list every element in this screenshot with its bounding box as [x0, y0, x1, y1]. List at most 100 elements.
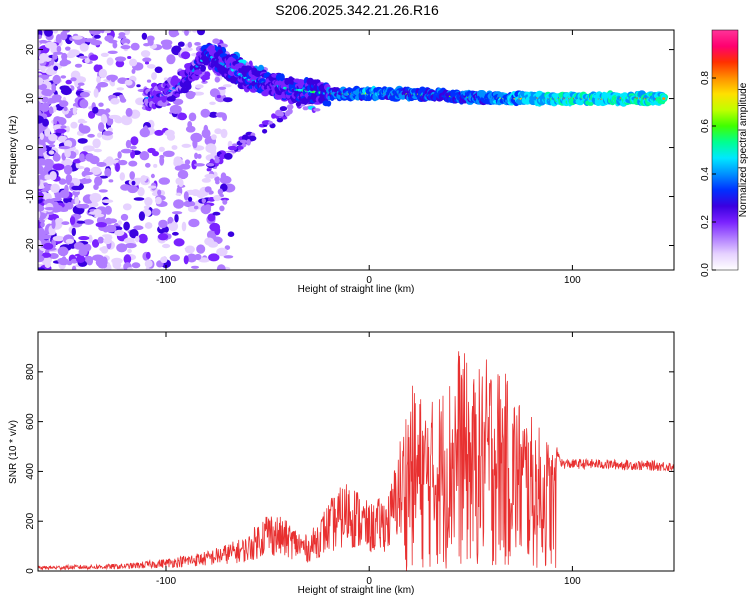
heatmap-cell	[104, 30, 112, 34]
heatmap-cell	[120, 45, 131, 50]
heatmap-cell	[129, 58, 138, 67]
x-tick-label: 0	[366, 576, 372, 587]
heatmap-cell	[295, 101, 301, 107]
heatmap-cell	[145, 251, 151, 260]
heatmap-cell	[201, 198, 206, 204]
heatmap-cell	[193, 163, 205, 167]
heatmap-cell	[128, 160, 138, 167]
heatmap-cell	[140, 50, 151, 58]
y-tick-label: 10	[25, 93, 36, 105]
heatmap-cell	[59, 208, 69, 212]
heatmap-frame	[37, 29, 675, 271]
heatmap-cell	[143, 205, 150, 210]
heatmap-cell	[190, 132, 203, 143]
heatmap-cell	[155, 196, 162, 205]
heatmap-cell	[204, 186, 212, 193]
heatmap-cell	[79, 43, 89, 52]
heatmap-cell	[62, 30, 71, 33]
heatmap-cell	[55, 34, 62, 44]
heatmap-cell	[194, 253, 202, 261]
heatmap-cell	[177, 112, 187, 121]
heatmap-x-ticks: -100 0 100	[156, 30, 581, 286]
heatmap-cell	[222, 84, 232, 88]
heatmap-cell	[44, 207, 56, 211]
heatmap-cell	[214, 157, 220, 164]
heatmap-cell	[38, 115, 44, 124]
heatmap-cell	[169, 254, 180, 262]
heatmap-cell	[82, 145, 95, 152]
heatmap-cell	[105, 224, 117, 233]
heatmap-cell	[173, 156, 182, 166]
heatmap-cell	[201, 178, 212, 183]
colorbar-ticks: 0.0 0.2 0.4 0.6 0.8	[700, 71, 716, 277]
heatmap-cell	[134, 235, 140, 243]
heatmap-cell	[268, 120, 273, 125]
heatmap-cell	[59, 100, 69, 108]
heatmap-cell	[207, 241, 219, 248]
snr-panel: -100 0 100 0 200 400 600 800 Height of straigh…	[8, 331, 675, 596]
heatmap-cell	[276, 117, 284, 123]
heatmap-cell	[120, 213, 129, 221]
heatmap-cell	[171, 145, 178, 150]
snr-x-ticks: -100 0 100	[156, 332, 581, 587]
heatmap-cell	[38, 174, 45, 180]
heatmap-cell	[72, 35, 83, 40]
heatmap-y-label: Frequency (Hz)	[8, 116, 19, 185]
heatmap-cell	[51, 83, 57, 93]
heatmap-cell	[198, 257, 211, 263]
heatmap-cell	[173, 238, 185, 247]
heatmap-cell	[241, 134, 249, 142]
heatmap-cell	[98, 122, 105, 132]
heatmap-cell	[186, 253, 197, 263]
heatmap-cell	[110, 98, 120, 105]
heatmap-cell	[152, 151, 159, 157]
heatmap-cell	[227, 231, 235, 237]
heatmap-cell	[98, 68, 108, 79]
heatmap-cell	[207, 213, 216, 222]
heatmap-cell	[125, 139, 132, 149]
figure-title: S206.2025.342.21.26.R16	[275, 2, 439, 18]
heatmap-cell	[123, 221, 130, 231]
heatmap-cell	[146, 79, 152, 83]
heatmap-cell	[48, 133, 58, 142]
heatmap-cell	[151, 208, 161, 216]
heatmap-cell	[116, 87, 125, 91]
heatmap-cell	[123, 254, 132, 265]
heatmap-cell	[79, 153, 85, 163]
heatmap-cell	[122, 115, 127, 120]
heatmap-cell	[158, 146, 165, 152]
x-tick-label: 0	[366, 275, 372, 286]
heatmap-cell	[93, 209, 102, 216]
heatmap-cell	[166, 133, 176, 141]
heatmap-cell	[179, 163, 191, 170]
heatmap-cell	[279, 73, 285, 82]
heatmap-cell	[297, 79, 306, 86]
heatmap-cell	[183, 255, 189, 265]
heatmap-cell	[84, 175, 91, 179]
heatmap-cell	[196, 244, 206, 254]
heatmap-cell	[43, 242, 54, 250]
heatmap-cell	[213, 194, 221, 202]
heatmap-cell	[114, 56, 127, 62]
heatmap-cell	[208, 111, 219, 118]
heatmap-cell	[52, 235, 65, 242]
heatmap-cell	[160, 39, 173, 46]
heatmap-cell	[105, 156, 114, 166]
heatmap-cell	[130, 145, 137, 150]
heatmap-cell	[162, 150, 175, 157]
heatmap-cell	[73, 242, 85, 250]
snr-x-label: Height of straight line (km)	[298, 585, 415, 596]
heatmap-cell	[170, 31, 180, 37]
heatmap-cell	[232, 143, 238, 147]
snr-frame	[37, 331, 675, 572]
heatmap-cell	[58, 178, 67, 185]
snr-y-label: SNR (10 * v/v)	[8, 420, 19, 484]
heatmap-cell	[183, 200, 196, 208]
heatmap-cell	[159, 154, 165, 159]
heatmap-cell	[57, 246, 69, 257]
heatmap-cell	[112, 41, 118, 49]
heatmap-cell	[49, 171, 57, 181]
heatmap-cell	[40, 234, 52, 240]
heatmap-cell	[191, 265, 199, 269]
